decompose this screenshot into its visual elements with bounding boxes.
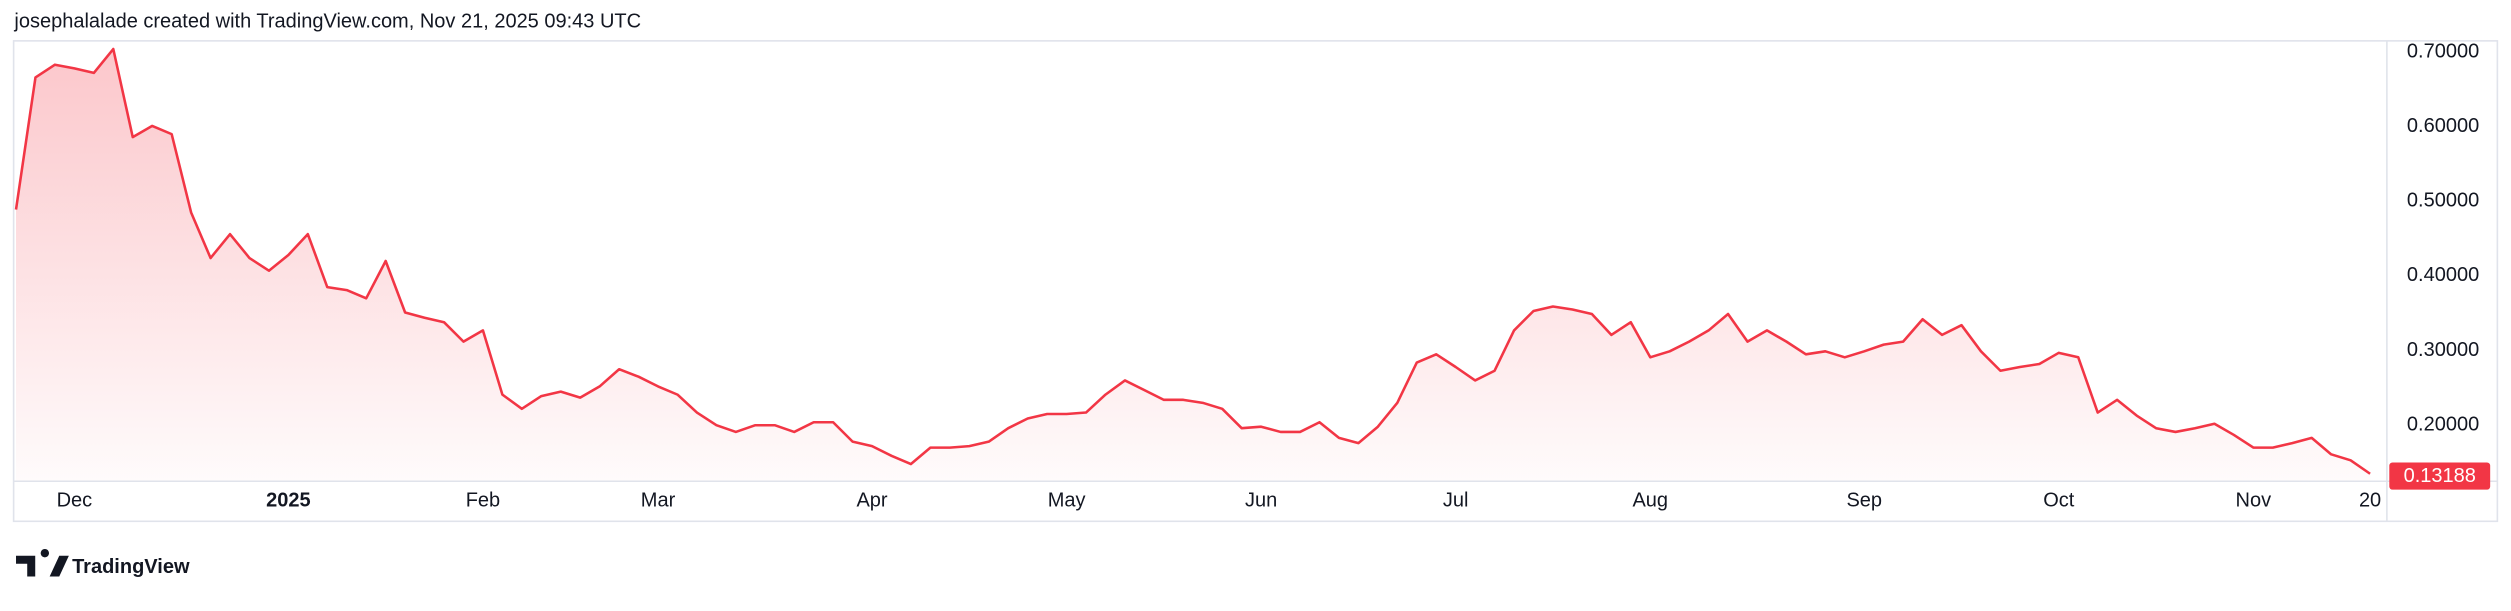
last-price-label: 0.13188 <box>2404 465 2476 487</box>
x-tick-label: Oct <box>2043 490 2075 512</box>
last-price-badge <box>2389 462 2491 490</box>
y-tick-label: 0.40000 <box>2407 264 2479 286</box>
x-tick-label: Jun <box>1245 490 1277 512</box>
chart-frame <box>12 40 2499 523</box>
caption: josephalalade created with TradingView.c… <box>13 11 641 33</box>
logo-icon <box>16 548 69 577</box>
y-tick-label: 0.50000 <box>2407 190 2479 212</box>
x-tick-label: Aug <box>1632 490 1668 512</box>
y-tick-label: 0.20000 <box>2407 413 2479 435</box>
x-tick-label: Mar <box>641 490 676 512</box>
price-line <box>14 47 2371 475</box>
x-tick-label: 20 <box>2359 490 2381 512</box>
area-fill <box>16 49 2371 481</box>
x-tick-label: May <box>1048 490 1086 512</box>
x-tick-label: Feb <box>466 490 500 512</box>
y-tick-label: 0.70000 <box>2407 40 2479 62</box>
x-tick-label: Jul <box>1443 490 1469 512</box>
x-tick-label: Nov <box>2236 490 2272 512</box>
x-tick-label: Dec <box>57 490 93 512</box>
y-tick-label: 0.30000 <box>2407 339 2479 361</box>
y-tick-label: 0.60000 <box>2407 115 2479 137</box>
x-tick-label: Sep <box>1846 490 1882 512</box>
logo-text: TradingView <box>72 556 190 578</box>
logo: TradingView <box>16 548 190 578</box>
x-tick-label: 2025 <box>266 490 311 512</box>
x-tick-label: Apr <box>856 490 887 512</box>
